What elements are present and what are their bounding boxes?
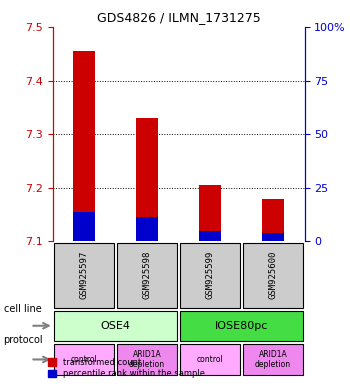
FancyBboxPatch shape [54,243,114,308]
Text: GSM925599: GSM925599 [205,251,215,300]
Title: GDS4826 / ILMN_1731275: GDS4826 / ILMN_1731275 [97,11,260,24]
Text: control: control [197,355,223,364]
Bar [199,231,221,242]
FancyBboxPatch shape [180,243,240,308]
FancyBboxPatch shape [117,243,177,308]
FancyBboxPatch shape [180,311,303,341]
Text: ARID1A
depletion: ARID1A depletion [255,350,291,369]
FancyBboxPatch shape [180,344,240,375]
Text: GSM925597: GSM925597 [79,251,89,300]
Bar [136,217,158,242]
FancyBboxPatch shape [243,243,303,308]
Text: IOSE80pc: IOSE80pc [215,321,268,331]
FancyBboxPatch shape [54,344,114,375]
Text: control: control [71,355,97,364]
Bar [73,212,95,242]
Bar [136,118,158,242]
Text: GSM925598: GSM925598 [142,251,152,300]
Text: cell line: cell line [4,304,41,314]
Text: protocol: protocol [4,335,43,345]
FancyBboxPatch shape [54,311,177,341]
Bar [199,185,221,242]
Bar [262,233,284,242]
Legend: transformed count, percentile rank within the sample: transformed count, percentile rank withi… [46,356,206,380]
Text: ARID1A
depletion: ARID1A depletion [129,350,165,369]
FancyBboxPatch shape [243,344,303,375]
FancyBboxPatch shape [117,344,177,375]
Text: GSM925600: GSM925600 [268,251,278,300]
Bar [262,199,284,242]
Bar [73,51,95,242]
Text: OSE4: OSE4 [100,321,131,331]
